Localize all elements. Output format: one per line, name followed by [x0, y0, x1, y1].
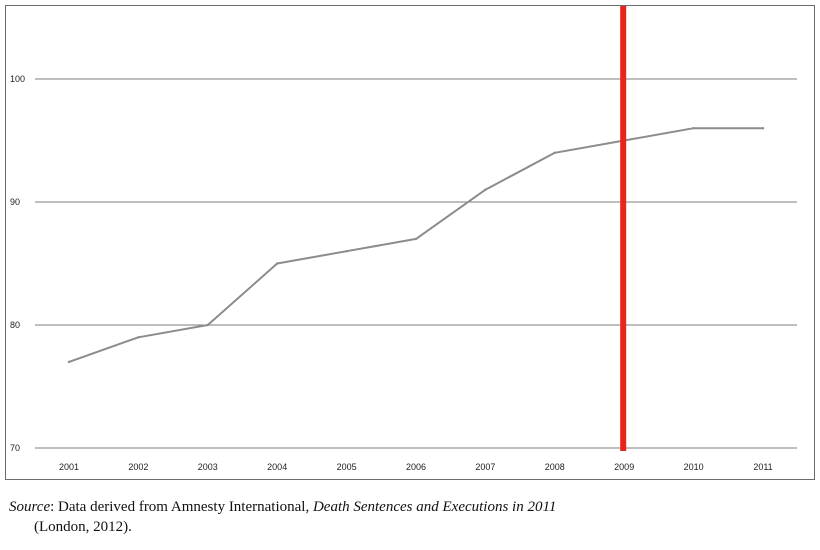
- x-axis-ticks: 2001 2002 2003 2004 2005 2006 2007 2008 2009 2010…: [59, 462, 773, 472]
- data-point-2008: [553, 151, 556, 154]
- data-point-2007: [484, 188, 487, 191]
- x-tick-label-2005: 2005: [337, 462, 357, 472]
- data-point-2011: [761, 127, 765, 130]
- gridlines: [35, 78, 797, 449]
- x-tick-label-2002: 2002: [128, 462, 148, 472]
- x-tick-label-2008: 2008: [545, 462, 565, 472]
- source-note: Source: Data derived from Amnesty Intern…: [9, 497, 809, 537]
- x-tick-label-2009: 2009: [614, 462, 634, 472]
- source-label: Source: [9, 499, 51, 515]
- x-tick-label-2004: 2004: [267, 462, 287, 472]
- y-tick-label-80: 80: [10, 320, 20, 330]
- x-tick-label-2006: 2006: [406, 462, 426, 472]
- series-lines: [67, 127, 765, 364]
- x-tick-label-2010: 2010: [684, 462, 704, 472]
- data-point-2004: [276, 262, 279, 265]
- data-point-2001: [67, 360, 71, 364]
- data-point-2010: [692, 127, 695, 130]
- x-tick-label-2001: 2001: [59, 462, 79, 472]
- source-text: : Data derived from Amnesty Internationa…: [50, 499, 313, 515]
- x-tick-label-2003: 2003: [198, 462, 218, 472]
- chart-frame: [5, 5, 815, 480]
- y-tick-label-90: 90: [10, 197, 20, 207]
- y-tick-label-100: 100: [10, 74, 25, 84]
- series-line-0: [68, 127, 764, 363]
- data-point-2005: [345, 250, 348, 253]
- data-point-2003: [206, 323, 209, 327]
- x-tick-label-2007: 2007: [475, 462, 495, 472]
- x-tick-label-2011: 2011: [753, 462, 772, 472]
- data-point-2002: [137, 336, 140, 339]
- source-report-title: Death Sentences and Executions in 2011: [312, 499, 557, 515]
- y-tick-label-70: 70: [10, 443, 20, 453]
- source-line-2: (London, 2012).: [34, 519, 132, 535]
- y-axis-ticks: 70 80 90 100: [10, 74, 25, 453]
- data-point-2006: [414, 237, 418, 241]
- source-line-1: Source: Data derived from Amnesty Intern…: [9, 497, 809, 517]
